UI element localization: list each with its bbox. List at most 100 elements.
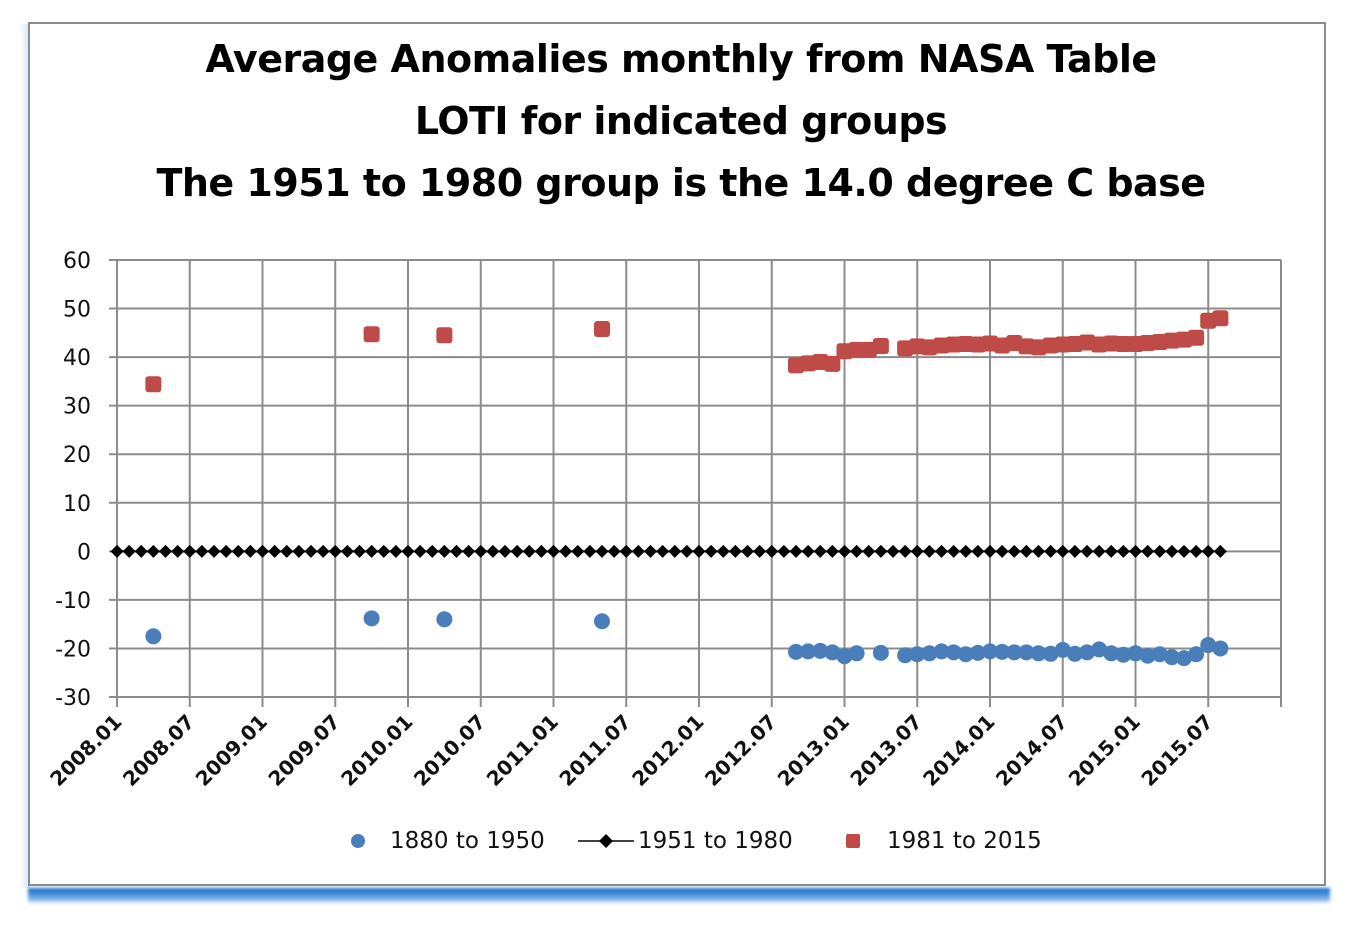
square-marker [1103, 335, 1120, 352]
x-tick-label: 2014.07 [991, 710, 1072, 791]
diamond-marker [886, 544, 900, 558]
legend-label: 1981 to 2015 [887, 828, 1042, 854]
square-marker [848, 341, 865, 358]
circle-marker [1151, 646, 1168, 663]
y-tick-label: -10 [55, 589, 91, 614]
diamond-marker [268, 544, 282, 558]
diamond-marker [1129, 544, 1142, 558]
legend-item-1951-to-1980: 1951 to 1980 [578, 828, 793, 854]
square-marker [969, 336, 986, 353]
diamond-marker [510, 544, 524, 558]
diamond-marker [353, 544, 366, 558]
circle-marker [363, 610, 380, 627]
diamond-marker [983, 544, 997, 558]
x-tick-label: 2012.07 [700, 710, 781, 791]
circle-marker [1127, 645, 1144, 662]
diamond-marker [498, 544, 512, 558]
diamond-marker [195, 544, 209, 558]
square-marker [824, 355, 841, 372]
chart-title-line-1: Average Anomalies monthly from NASA Tabl… [205, 37, 1157, 81]
y-tick-label: 10 [63, 492, 91, 517]
legend-diamond-line-marker-icon [578, 834, 634, 848]
x-tick-label: 2010.01 [336, 710, 417, 791]
square-marker [594, 320, 610, 337]
circle-marker [145, 628, 162, 645]
x-tick-label: 2009.07 [263, 710, 344, 791]
diamond-marker [1177, 544, 1191, 558]
circle-marker [1188, 646, 1205, 663]
diamond-marker [559, 544, 573, 558]
diamond-marker [898, 544, 912, 558]
square-marker [1139, 335, 1156, 352]
circle-marker [1091, 641, 1108, 658]
square-marker [1054, 336, 1071, 353]
x-tick-label: 2008.07 [118, 710, 199, 791]
square-marker [909, 338, 926, 355]
square-marker [982, 335, 998, 352]
x-tick-label: 2011.01 [482, 710, 563, 791]
diamond-marker [1019, 544, 1033, 558]
y-tick-label: 20 [63, 443, 91, 468]
circle-marker [812, 642, 829, 659]
diamond-marker [1213, 544, 1227, 558]
diamond-marker [801, 544, 815, 558]
square-marker [1030, 339, 1047, 356]
square-marker [1006, 335, 1023, 352]
diamond-marker [450, 544, 463, 558]
circle-marker [1163, 649, 1180, 666]
circle-marker [1054, 641, 1071, 658]
diamond-marker [777, 544, 791, 558]
diamond-marker [292, 544, 306, 558]
diamond-marker [656, 544, 670, 558]
legend-square-marker-icon [846, 834, 860, 848]
diamond-marker [280, 544, 294, 558]
diamond-marker [813, 544, 827, 558]
x-tick-label: 2013.01 [773, 710, 854, 791]
circle-marker [1018, 644, 1035, 661]
square-marker [836, 343, 853, 360]
y-axis-tick-labels: -30 -20 -10 0 10 20 30 40 50 60 [55, 249, 91, 711]
diamond-marker [716, 544, 730, 558]
square-marker [1079, 334, 1095, 351]
diamond-marker [304, 544, 318, 558]
circle-marker [436, 611, 453, 628]
circle-marker [1103, 645, 1120, 662]
square-marker [1200, 312, 1217, 329]
legend-item-1880-to-1950: 1880 to 1950 [350, 828, 545, 854]
diamond-marker [231, 544, 245, 558]
diamond-marker [243, 544, 257, 558]
chart-title-line-2: LOTI for indicated groups [414, 99, 948, 143]
diamond-marker [134, 544, 148, 558]
square-marker [945, 336, 962, 353]
circle-marker [1212, 640, 1229, 657]
circle-marker [897, 647, 914, 664]
square-marker [363, 326, 380, 343]
chart-title: Average Anomalies monthly from NASA Tabl… [0, 28, 1362, 214]
diamond-marker [401, 544, 415, 558]
diamond-marker [971, 544, 985, 558]
diamond-marker [340, 544, 354, 558]
x-tick-label: 2011.07 [554, 710, 635, 791]
square-marker [872, 337, 889, 354]
square-marker [994, 337, 1011, 354]
frame-glow [20, 24, 30, 888]
square-marker [933, 337, 950, 354]
diamond-marker [995, 544, 1009, 558]
diamond-marker [595, 544, 609, 558]
circle-marker [800, 643, 817, 660]
circle-marker [969, 644, 986, 661]
diamond-marker [328, 544, 342, 558]
square-marker [1212, 310, 1229, 327]
y-tick-label: 30 [63, 395, 91, 420]
diamond-marker [534, 544, 548, 558]
x-tick-label: 2009.01 [191, 710, 272, 791]
circle-marker [836, 648, 853, 665]
circle-marker [848, 645, 865, 662]
diamond-marker [1189, 544, 1203, 558]
square-marker [1091, 336, 1108, 353]
circle-marker [1006, 644, 1023, 661]
y-tick-label: 60 [63, 249, 91, 274]
circle-marker [982, 643, 998, 660]
y-tick-label: -20 [55, 637, 91, 662]
circle-marker [933, 643, 950, 660]
